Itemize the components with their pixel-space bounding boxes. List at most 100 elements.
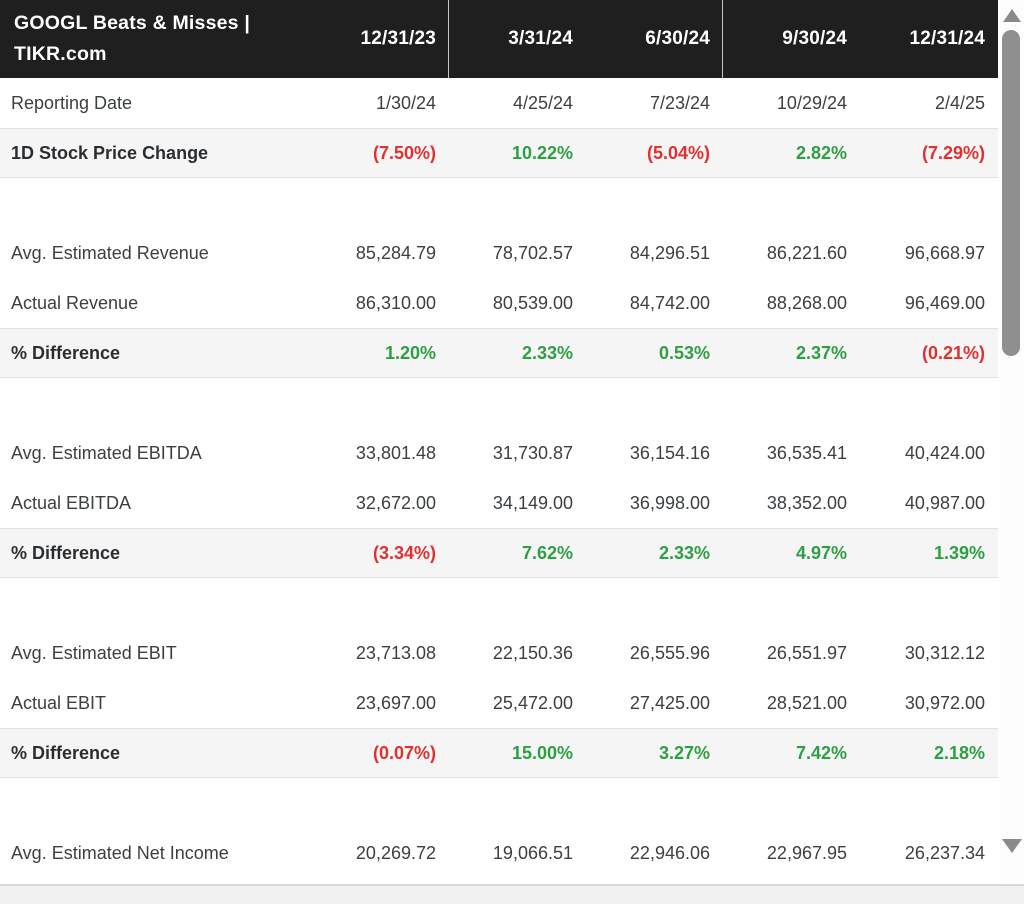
cell-value: 22,150.36 (492, 642, 573, 663)
table-row: % Difference 1.20% 2.33% 0.53% 2.37% (0.21%) (0, 328, 998, 378)
cell-value: 4/25/24 (512, 92, 573, 113)
cell-value: 25,472.00 (492, 692, 573, 713)
table-row: Avg. Estimated Revenue 85,284.79 78,702.57… (0, 228, 998, 278)
table-row: 1D Stock Price Change (7.50%) 10.22% (5.04%… (0, 128, 998, 178)
scroll-down-button[interactable] (1000, 834, 1023, 858)
cell-value: 2/4/25 (934, 92, 985, 113)
cell-value: 96,668.97 (904, 242, 985, 263)
cell-value: 2.37% (795, 342, 847, 363)
cell-value: 27,425.00 (629, 692, 710, 713)
cell-value: 3.27% (658, 742, 710, 763)
cell-value: (5.04%) (646, 142, 710, 163)
cell-value: 36,535.41 (766, 442, 847, 463)
vertical-scrollbar[interactable] (1000, 0, 1023, 884)
cell-value: 84,296.51 (629, 242, 710, 263)
cell-value: 78,702.57 (492, 242, 573, 263)
column-header: 6/30/24 (645, 28, 710, 49)
scroll-up-button[interactable] (1000, 3, 1023, 27)
cell-value: 23,697.00 (355, 692, 436, 713)
row-label: Actual EBIT (11, 692, 107, 713)
cell-value: 15.00% (511, 742, 573, 763)
cell-value: 26,551.97 (766, 642, 847, 663)
cell-value: 22,946.06 (629, 842, 710, 863)
cell-value: (0.07%) (372, 742, 436, 763)
table-row: Avg. Estimated EBIT 23,713.08 22,150.36 26,… (0, 628, 998, 678)
cell-value: (7.50%) (372, 142, 436, 163)
row-label: 1D Stock Price Change (11, 142, 209, 163)
cell-value: 26,555.96 (629, 642, 710, 663)
table-row: % Difference (0.07%) 15.00% 3.27% 7.42% 2.18% (0, 728, 998, 778)
table-scroll-viewport[interactable]: GOOGL Beats & Misses | TIKR.com 12/31/23… (0, 0, 998, 864)
column-header: 3/31/24 (448, 0, 585, 78)
cell-value: 10/29/24 (776, 92, 847, 113)
cell-value: 22,967.95 (766, 842, 847, 863)
cell-value: (0.21%) (921, 342, 985, 363)
row-label: % Difference (11, 742, 121, 763)
row-label: Avg. Estimated EBITDA (11, 442, 202, 463)
cell-value: 96,469.00 (904, 292, 985, 313)
cell-value: 20,269.72 (355, 842, 436, 863)
cell-value: 7/23/24 (649, 92, 710, 113)
cell-value: 40,424.00 (904, 442, 985, 463)
spacer-row (0, 778, 998, 828)
scroll-down-icon (1001, 839, 1022, 853)
cell-value: 23,713.08 (355, 642, 436, 663)
cell-value: 1.39% (933, 542, 985, 563)
cell-value: 1.20% (384, 342, 436, 363)
row-label: % Difference (11, 342, 121, 363)
cell-value: 10.22% (511, 142, 573, 163)
cell-value: 36,998.00 (629, 492, 710, 513)
table-row: Avg. Estimated Net Income 20,269.72 19,066… (0, 828, 998, 864)
table-row: Actual EBITDA 32,672.00 34,149.00 36,998.00… (0, 478, 998, 528)
column-header: 12/31/24 (909, 28, 985, 49)
scrollbar-thumb[interactable] (1002, 30, 1020, 356)
cell-value: 2.18% (933, 742, 985, 763)
column-header: 12/31/23 (360, 28, 436, 49)
cell-value: 28,521.00 (766, 692, 847, 713)
cell-value: 0.53% (658, 342, 710, 363)
cell-value: 85,284.79 (355, 242, 436, 263)
spacer-row (0, 578, 998, 628)
scroll-up-icon (1002, 8, 1021, 22)
row-label: Reporting Date (11, 92, 133, 113)
cell-value: 33,801.48 (355, 442, 436, 463)
cell-value: 40,987.00 (904, 492, 985, 513)
row-label: Actual EBITDA (11, 492, 132, 513)
bottom-divider-strip (0, 884, 1024, 904)
cell-value: 1/30/24 (375, 92, 436, 113)
table-row: Reporting Date 1/30/24 4/25/24 7/23/24 10/29… (0, 78, 998, 128)
cell-value: 36,154.16 (629, 442, 710, 463)
cell-value: 7.62% (521, 542, 573, 563)
cell-value: 7.42% (795, 742, 847, 763)
cell-value: 88,268.00 (766, 292, 847, 313)
cell-value: 86,221.60 (766, 242, 847, 263)
cell-value: 86,310.00 (355, 292, 436, 313)
row-label: Actual Revenue (11, 292, 139, 313)
table-title: GOOGL Beats & Misses | TIKR.com (14, 12, 250, 65)
cell-value: (3.34%) (372, 542, 436, 563)
cell-value: 2.33% (658, 542, 710, 563)
cell-value: 31,730.87 (492, 442, 573, 463)
cell-value: 30,312.12 (904, 642, 985, 663)
row-label: Avg. Estimated EBIT (11, 642, 177, 663)
cell-value: 30,972.00 (904, 692, 985, 713)
cell-value: 26,237.34 (904, 842, 985, 863)
table-header-row: GOOGL Beats & Misses | TIKR.com 12/31/23… (0, 0, 998, 78)
table-title-cell: GOOGL Beats & Misses | TIKR.com (0, 0, 311, 78)
table-row: Actual EBIT 23,697.00 25,472.00 27,425.00 28… (0, 678, 998, 728)
spacer-row (0, 378, 998, 428)
column-header: 9/30/24 (722, 0, 859, 78)
row-label: Avg. Estimated Revenue (11, 242, 209, 263)
cell-value: 2.82% (795, 142, 847, 163)
cell-value: 84,742.00 (629, 292, 710, 313)
cell-value: 32,672.00 (355, 492, 436, 513)
cell-value: (7.29%) (921, 142, 985, 163)
spacer-row (0, 178, 998, 228)
cell-value: 34,149.00 (492, 492, 573, 513)
table-body: Reporting Date 1/30/24 4/25/24 7/23/24 10/29… (0, 78, 998, 864)
cell-value: 80,539.00 (492, 292, 573, 313)
table-row: Avg. Estimated EBITDA 33,801.48 31,730.87 3… (0, 428, 998, 478)
cell-value: 4.97% (795, 542, 847, 563)
table-row: % Difference (3.34%) 7.62% 2.33% 4.97% 1.39% (0, 528, 998, 578)
